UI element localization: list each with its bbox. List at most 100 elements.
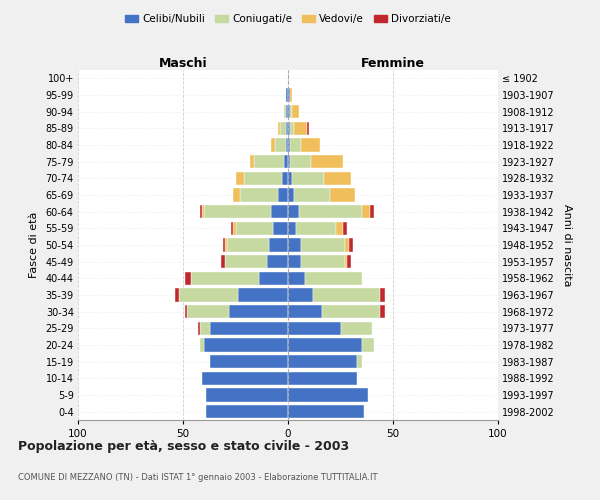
Bar bbox=[200, 322, 210, 335]
Bar bbox=[282, 172, 288, 185]
Bar bbox=[288, 355, 358, 368]
Bar bbox=[204, 205, 271, 218]
Bar bbox=[358, 355, 361, 368]
Bar bbox=[361, 205, 370, 218]
Bar bbox=[269, 238, 288, 252]
Bar bbox=[200, 205, 202, 218]
Bar bbox=[254, 155, 284, 168]
Text: Femmine: Femmine bbox=[361, 57, 425, 70]
Bar bbox=[185, 272, 191, 285]
Bar bbox=[301, 138, 320, 151]
Bar bbox=[288, 238, 301, 252]
Bar bbox=[292, 172, 324, 185]
Bar bbox=[235, 172, 244, 185]
Bar bbox=[288, 122, 290, 135]
Bar bbox=[324, 172, 351, 185]
Bar bbox=[345, 255, 347, 268]
Bar bbox=[288, 188, 295, 202]
Bar bbox=[244, 172, 282, 185]
Text: Maschi: Maschi bbox=[158, 57, 208, 70]
Bar bbox=[274, 222, 288, 235]
Bar bbox=[290, 155, 311, 168]
Bar bbox=[288, 105, 290, 118]
Bar bbox=[202, 372, 288, 385]
Text: Popolazione per età, sesso e stato civile - 2003: Popolazione per età, sesso e stato civil… bbox=[18, 440, 349, 453]
Bar bbox=[299, 205, 361, 218]
Bar bbox=[288, 388, 368, 402]
Bar bbox=[337, 222, 343, 235]
Bar bbox=[275, 138, 286, 151]
Bar bbox=[233, 222, 235, 235]
Bar bbox=[288, 288, 313, 302]
Bar bbox=[250, 155, 254, 168]
Bar bbox=[380, 288, 385, 302]
Bar bbox=[206, 405, 288, 418]
Bar bbox=[301, 255, 345, 268]
Bar bbox=[290, 88, 292, 102]
Bar bbox=[311, 155, 343, 168]
Bar bbox=[179, 288, 238, 302]
Bar bbox=[288, 222, 296, 235]
Bar bbox=[330, 188, 355, 202]
Bar bbox=[221, 255, 225, 268]
Bar bbox=[349, 238, 353, 252]
Bar bbox=[290, 138, 301, 151]
Bar bbox=[286, 122, 288, 135]
Bar bbox=[191, 272, 259, 285]
Bar bbox=[290, 122, 295, 135]
Bar bbox=[232, 222, 233, 235]
Bar bbox=[187, 305, 229, 318]
Bar bbox=[210, 322, 288, 335]
Bar bbox=[238, 288, 288, 302]
Bar bbox=[345, 238, 349, 252]
Bar bbox=[295, 122, 307, 135]
Bar bbox=[225, 238, 227, 252]
Bar bbox=[288, 305, 322, 318]
Bar bbox=[290, 105, 292, 118]
Bar bbox=[185, 305, 187, 318]
Bar bbox=[313, 288, 380, 302]
Y-axis label: Fasce di età: Fasce di età bbox=[29, 212, 38, 278]
Bar bbox=[277, 122, 280, 135]
Bar bbox=[259, 272, 288, 285]
Y-axis label: Anni di nascita: Anni di nascita bbox=[562, 204, 572, 286]
Bar bbox=[225, 255, 267, 268]
Bar bbox=[296, 222, 337, 235]
Bar bbox=[200, 338, 204, 351]
Bar bbox=[206, 388, 288, 402]
Bar bbox=[271, 205, 288, 218]
Bar bbox=[280, 122, 286, 135]
Bar bbox=[267, 255, 288, 268]
Bar bbox=[288, 138, 290, 151]
Bar bbox=[288, 155, 290, 168]
Bar bbox=[286, 88, 288, 102]
Bar bbox=[305, 272, 361, 285]
Bar bbox=[223, 238, 225, 252]
Bar bbox=[240, 188, 277, 202]
Bar bbox=[343, 222, 347, 235]
Bar bbox=[284, 105, 286, 118]
Text: COMUNE DI MEZZANO (TN) - Dati ISTAT 1° gennaio 2003 - Elaborazione TUTTITALIA.IT: COMUNE DI MEZZANO (TN) - Dati ISTAT 1° g… bbox=[18, 473, 377, 482]
Bar bbox=[271, 138, 275, 151]
Bar bbox=[284, 155, 288, 168]
Bar bbox=[288, 88, 290, 102]
Bar bbox=[288, 322, 341, 335]
Bar bbox=[229, 305, 288, 318]
Bar bbox=[204, 338, 288, 351]
Bar bbox=[370, 205, 374, 218]
Bar bbox=[288, 338, 361, 351]
Bar bbox=[288, 272, 305, 285]
Bar bbox=[341, 322, 372, 335]
Bar bbox=[277, 188, 288, 202]
Bar bbox=[233, 188, 240, 202]
Bar bbox=[286, 105, 288, 118]
Bar bbox=[307, 122, 309, 135]
Bar bbox=[227, 238, 269, 252]
Bar bbox=[347, 255, 351, 268]
Bar bbox=[288, 372, 358, 385]
Bar bbox=[235, 222, 274, 235]
Bar bbox=[288, 172, 292, 185]
Bar bbox=[295, 188, 330, 202]
Bar bbox=[361, 338, 374, 351]
Bar bbox=[288, 205, 299, 218]
